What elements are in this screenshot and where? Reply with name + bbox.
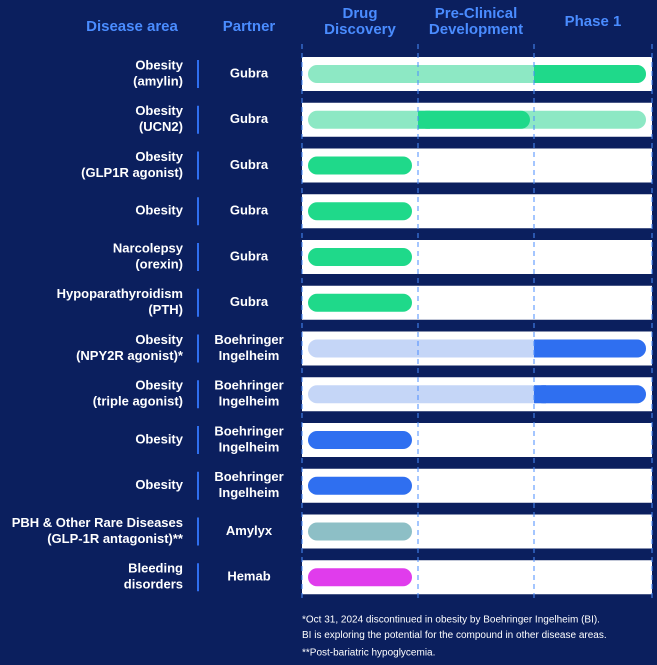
partner: Gubra xyxy=(230,203,269,218)
disease: Obesity xyxy=(135,477,183,492)
bar xyxy=(308,202,412,221)
footnote: *Oct 31, 2024 discontinued in obesity by… xyxy=(302,615,600,626)
disease: Narcolepsy xyxy=(113,240,184,255)
bar-joint xyxy=(534,339,546,358)
bar-joint xyxy=(534,385,546,404)
partner: Boehringer xyxy=(214,469,283,484)
partner: Hemab xyxy=(227,569,270,584)
partner: Ingelheim xyxy=(219,485,280,500)
bar-joint xyxy=(418,110,430,129)
partner: Boehringer xyxy=(214,423,283,438)
bar xyxy=(534,65,646,83)
bar xyxy=(308,293,412,312)
partner: Gubra xyxy=(230,157,269,172)
footnote: **Post-bariatric hypoglycemia. xyxy=(302,648,435,659)
disease: Bleeding xyxy=(128,561,183,576)
bar xyxy=(308,248,412,266)
disease: (GLP1R agonist) xyxy=(81,165,183,180)
disease: Obesity xyxy=(135,332,183,347)
disease: Obesity xyxy=(135,103,183,118)
disease: disorders xyxy=(124,577,183,592)
bar xyxy=(534,385,646,404)
partner: Boehringer xyxy=(214,332,283,347)
partner: Boehringer xyxy=(214,378,283,393)
disease: Obesity xyxy=(135,57,183,72)
disease: (orexin) xyxy=(135,256,183,271)
disease: (UCN2) xyxy=(139,119,183,134)
header-partner: Partner xyxy=(223,18,276,35)
bar xyxy=(308,156,412,175)
disease: Obesity xyxy=(135,203,183,218)
partner: Gubra xyxy=(230,111,269,126)
bar xyxy=(418,110,530,129)
header-stage: Discovery xyxy=(324,21,396,38)
header-disease: Disease area xyxy=(86,18,178,35)
bar xyxy=(308,431,412,449)
partner: Gubra xyxy=(230,65,269,80)
bar xyxy=(308,568,412,587)
partner: Ingelheim xyxy=(219,348,280,363)
footnote: BI is exploring the potential for the co… xyxy=(302,630,607,641)
partner: Amylyx xyxy=(226,523,273,538)
partner: Gubra xyxy=(230,248,269,263)
disease: (PTH) xyxy=(148,302,183,317)
bar-joint xyxy=(534,65,546,83)
disease: (amylin) xyxy=(133,73,183,88)
header-stage: Drug xyxy=(343,5,378,22)
disease: Hypoparathyroidism xyxy=(57,286,183,301)
disease: Obesity xyxy=(135,431,183,446)
header-stage: Development xyxy=(429,21,523,38)
partner: Gubra xyxy=(230,294,269,309)
bar xyxy=(308,476,412,495)
disease: Obesity xyxy=(135,149,183,164)
disease: PBH & Other Rare Diseases xyxy=(12,515,183,530)
disease: (NPY2R agonist)* xyxy=(76,348,184,363)
header-stage: Phase 1 xyxy=(565,13,622,30)
disease: Obesity xyxy=(135,378,183,393)
disease: (triple agonist) xyxy=(93,394,183,409)
partner: Ingelheim xyxy=(219,394,280,409)
bar xyxy=(534,339,646,358)
disease: (GLP-1R antagonist)** xyxy=(47,531,184,546)
header-stage: Pre-Clinical xyxy=(435,5,518,22)
bar xyxy=(308,522,412,541)
partner: Ingelheim xyxy=(219,439,280,454)
